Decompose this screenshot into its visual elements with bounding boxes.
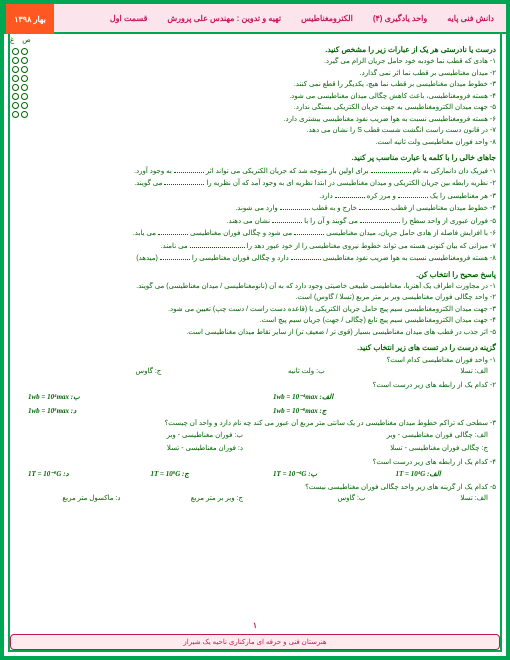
circle[interactable] [12,84,19,91]
circle[interactable] [12,111,19,118]
s4-q2-opts2: 1wb = 10⁻⁸max :ج 1wb = 10⁸max :د [28,406,488,417]
content-area: غ ص درست یا نادرستی هر یک از عبارات زیر … [4,34,506,514]
header-date-box: بهار ۱۳۹۸ [4,4,54,34]
section3-title: پاسخ صحیح را انتخاب کن. [28,269,496,280]
s2-q2: ۲- نظریه رابطه بین جریان الکتریکی و میدا… [28,178,496,190]
s1-q4: ۴- هسته فرومغناطیسی، باعث کاهش چگالی مید… [28,92,496,103]
page-number: ۱ [10,621,500,630]
header-section: قسمت اول [110,14,148,23]
circle[interactable] [21,48,28,55]
circle[interactable] [12,93,19,100]
section1-title: درست یا نادرستی هر یک از عبارات زیر را م… [28,44,496,55]
circle[interactable] [21,111,28,118]
s2-q8: ۸- هسته فرومغناطیسی نسبت به هوا ضریب نفو… [28,253,496,265]
s1-q2: ۲- میدان مغناطیسی بر قطب نما اثر نمی گذا… [28,69,496,80]
circle[interactable] [21,93,28,100]
circle[interactable] [21,84,28,91]
circle[interactable] [21,102,28,109]
s4-q2: ۲- کدام یک از رابطه های زیر درست است؟ [28,381,496,392]
s2-q4: ۴- خطوط میدان مغناطیسی از قطبخارج و به ق… [28,203,496,215]
s4-q4-opts: 1T = 10⁴G :الف 1T = 10⁻⁴G :ب 1T = 10⁸G :… [28,469,488,480]
s2-q1: ۱- فیزیک دان دانمارکی به نامبرای اولین ب… [28,166,496,178]
circle[interactable] [12,75,19,82]
header-author: تهیه و تدوین : مهندس علی پرورش [167,14,281,23]
s4-q1: ۱- واحد فوران مغناطیسی کدام است؟ [28,356,496,367]
s1-q1: ۱- هادی که قطب نما خودبه خود حامل جریان … [28,57,496,68]
s2-q5: ۵- فوران عبوری از واحد سطح رامی گویند و … [28,216,496,228]
circle[interactable] [21,66,28,73]
s1-q6: ۶- هسته فرومغناطیسی نسبت به هوا ضریب نفو… [28,115,496,126]
s3-q4: ۴- جهت میدان الکترومغناطیسی سیم پیچ تابع… [28,316,496,327]
circle[interactable] [12,102,19,109]
circle[interactable] [21,75,28,82]
s1-q7: ۷- در قانون دست راست انگشت شست قطب S را … [28,126,496,137]
s3-q5: ۵- اثر جذب در قطب های میدان مغناطیسی بسی… [28,328,496,339]
s4-q5-opts: الف: تسلا ب: گاوس ج: وبر بر متر مربع د: … [28,494,488,505]
section4-title: گزینه درست را در تست های زیر انتخاب کنید… [28,342,496,353]
s1-q8: ۸- واحد فوران مغناطیسی ولت ثانیه است. [28,138,496,149]
s4-q3: ۳- سطحی که تراکم خطوط میدان مغناطیسی در … [28,419,496,430]
s4-q2-opts: 1wb = 10⁻⁴max :الف 1wb = 10⁴max :ب [28,392,488,403]
s4-q5: ۵- کدام یک از گزینه های زیر واحد چگالی ف… [28,483,496,494]
circle[interactable] [12,66,19,73]
s3-q2: ۲- واحد چگالی فوران مغناطیسی وبر بر متر … [28,293,496,304]
s2-q7: ۷- میزانی که بیان کنونی هسته می تواند خط… [28,241,496,253]
s2-q3: ۳- هر مغناطیسی را یکو مرز کرهدارد. [28,191,496,203]
s3-q3: ۳- جهت میدان الکترومغناطیسی سیم پیچ حامل… [28,305,496,316]
circle[interactable] [12,48,19,55]
s1-q3: ۳- خطوط میدان مغناطیسی بر قطب نما هیچ، ی… [28,80,496,91]
circle[interactable] [21,57,28,64]
header-unit: واحد یادگیری (۴) [373,14,427,23]
footer-school: هنرستان فنی و حرفه ای مارکناری ناحیه یک … [10,634,500,650]
header-topic: الکترومغناطیس [301,14,353,23]
section2-title: جاهای خالی را با کلمه یا عبارت مناسب پر … [28,152,496,163]
answer-circles [12,48,28,118]
s1-q5: ۵- جهت میدان الکترومغناطیسی به جهت جریان… [28,103,496,114]
s3-q1: ۱- در مجاورت اطراف یک آهنربا، مغناطیسی ط… [28,282,496,293]
s4-q4: ۴- کدام یک از رابطه های زیر درست است؟ [28,458,496,469]
marks-header: غ ص [10,36,31,47]
s4-q3-opts2: ج: چگالی فوران مغناطیسی - تسلا د: فوران … [28,444,488,455]
circle[interactable] [12,57,19,64]
s4-q1-opts: الف: تسلا ب: ولت ثانیه ج: گاوس [28,367,488,378]
page-header: دانش فنی پایه واحد یادگیری (۴) الکترومغن… [4,4,506,34]
page-footer: ۱ هنرستان فنی و حرفه ای مارکناری ناحیه ی… [10,621,500,650]
s4-q3-opts: الف: چگالی فوران مغناطیسی - وبر ب: فوران… [28,431,488,442]
header-course: دانش فنی پایه [447,14,494,23]
s2-q6: ۶- با افزایش فاصله از هادی حامل جریان، م… [28,228,496,240]
